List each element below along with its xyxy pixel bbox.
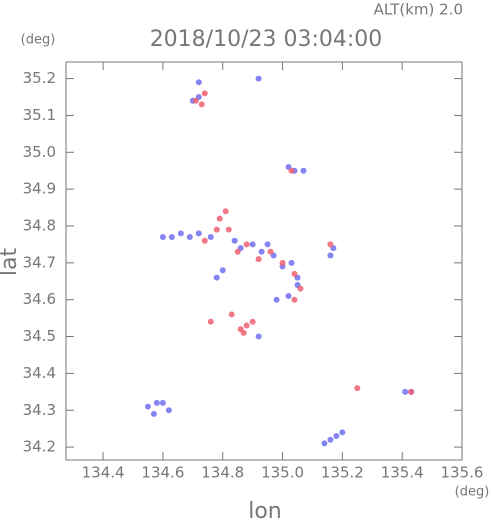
echo-point [267, 248, 274, 255]
echo-point [288, 167, 295, 174]
echo-point [255, 333, 262, 340]
y-tick-label: 34.3 [23, 401, 56, 419]
echo-point [213, 274, 220, 281]
y-axis-label: lat [0, 248, 22, 277]
x-tick-label: 135.4 [381, 464, 424, 482]
y-tick-label: 35.2 [23, 69, 56, 87]
echo-point [144, 403, 151, 410]
plot-frame [65, 61, 463, 461]
echo-point [213, 226, 220, 233]
x-unit: (deg) [455, 485, 490, 500]
echo-point [243, 241, 250, 248]
chart-title: 2018/10/23 03:04:00 [150, 27, 383, 52]
y-tick-label: 34.9 [23, 180, 56, 198]
echo-point [255, 75, 262, 82]
echo-point [300, 167, 307, 174]
echo-point [285, 293, 292, 300]
echo-point [273, 296, 280, 303]
echo-point [150, 410, 157, 417]
echo-point [291, 270, 298, 277]
y-tick-label: 35.1 [23, 106, 56, 124]
echo-point [321, 440, 328, 447]
echo-point [195, 230, 202, 237]
x-tick-label: 134.6 [141, 464, 184, 482]
echo-point [243, 322, 250, 329]
echo-point [219, 267, 226, 274]
echo-point [225, 226, 232, 233]
echo-point [159, 399, 166, 406]
echo-point [249, 318, 256, 325]
echo-point [240, 329, 247, 336]
echo-point [198, 101, 205, 108]
echo-point [207, 234, 214, 241]
echo-point [297, 285, 304, 292]
x-tick-label: 135.0 [261, 464, 304, 482]
echo-point [222, 208, 229, 215]
echo-point [327, 241, 334, 248]
echo-point [207, 318, 214, 325]
echo-point [339, 429, 346, 436]
echo-point [195, 79, 202, 86]
echo-point [258, 248, 265, 255]
echo-point [288, 259, 295, 266]
echo-point [354, 385, 361, 392]
echo-point [201, 237, 208, 244]
altitude-label: ALT(km) 2.0 [374, 1, 463, 19]
x-axis-label: lon [248, 499, 282, 521]
x-tick-label: 135.2 [321, 464, 364, 482]
echo-point [231, 237, 238, 244]
echo-point [402, 388, 409, 395]
echo-point [186, 234, 193, 241]
y-tick-label: 34.4 [23, 364, 56, 382]
echo-point [201, 90, 208, 97]
echo-point [153, 399, 160, 406]
y-tick-label: 34.8 [23, 216, 56, 234]
x-tick-label: 134.4 [82, 464, 125, 482]
echo-point [177, 230, 184, 237]
echo-point [249, 241, 256, 248]
echo-point [291, 296, 298, 303]
echo-point [159, 234, 166, 241]
echo-point [216, 215, 223, 222]
echo-point [333, 433, 340, 440]
y-tick-label: 34.6 [23, 290, 56, 308]
echo-point [255, 256, 262, 263]
echo-point [408, 388, 415, 395]
echo-point [165, 407, 172, 414]
y-tick-label: 34.5 [23, 327, 56, 345]
echo-point [234, 248, 241, 255]
x-tick-label: 135.6 [441, 464, 484, 482]
echo-point [168, 234, 175, 241]
y-unit: (deg) [21, 33, 56, 48]
echo-point [228, 311, 235, 318]
y-tick-label: 35.0 [23, 143, 56, 161]
echo-point [327, 436, 334, 443]
echo-point [279, 259, 286, 266]
x-tick-label: 134.8 [201, 464, 244, 482]
y-tick-label: 34.2 [23, 438, 56, 456]
echo-point [327, 252, 334, 259]
echo-point [192, 97, 199, 104]
y-tick-label: 34.7 [23, 253, 56, 271]
echo-point [264, 241, 271, 248]
